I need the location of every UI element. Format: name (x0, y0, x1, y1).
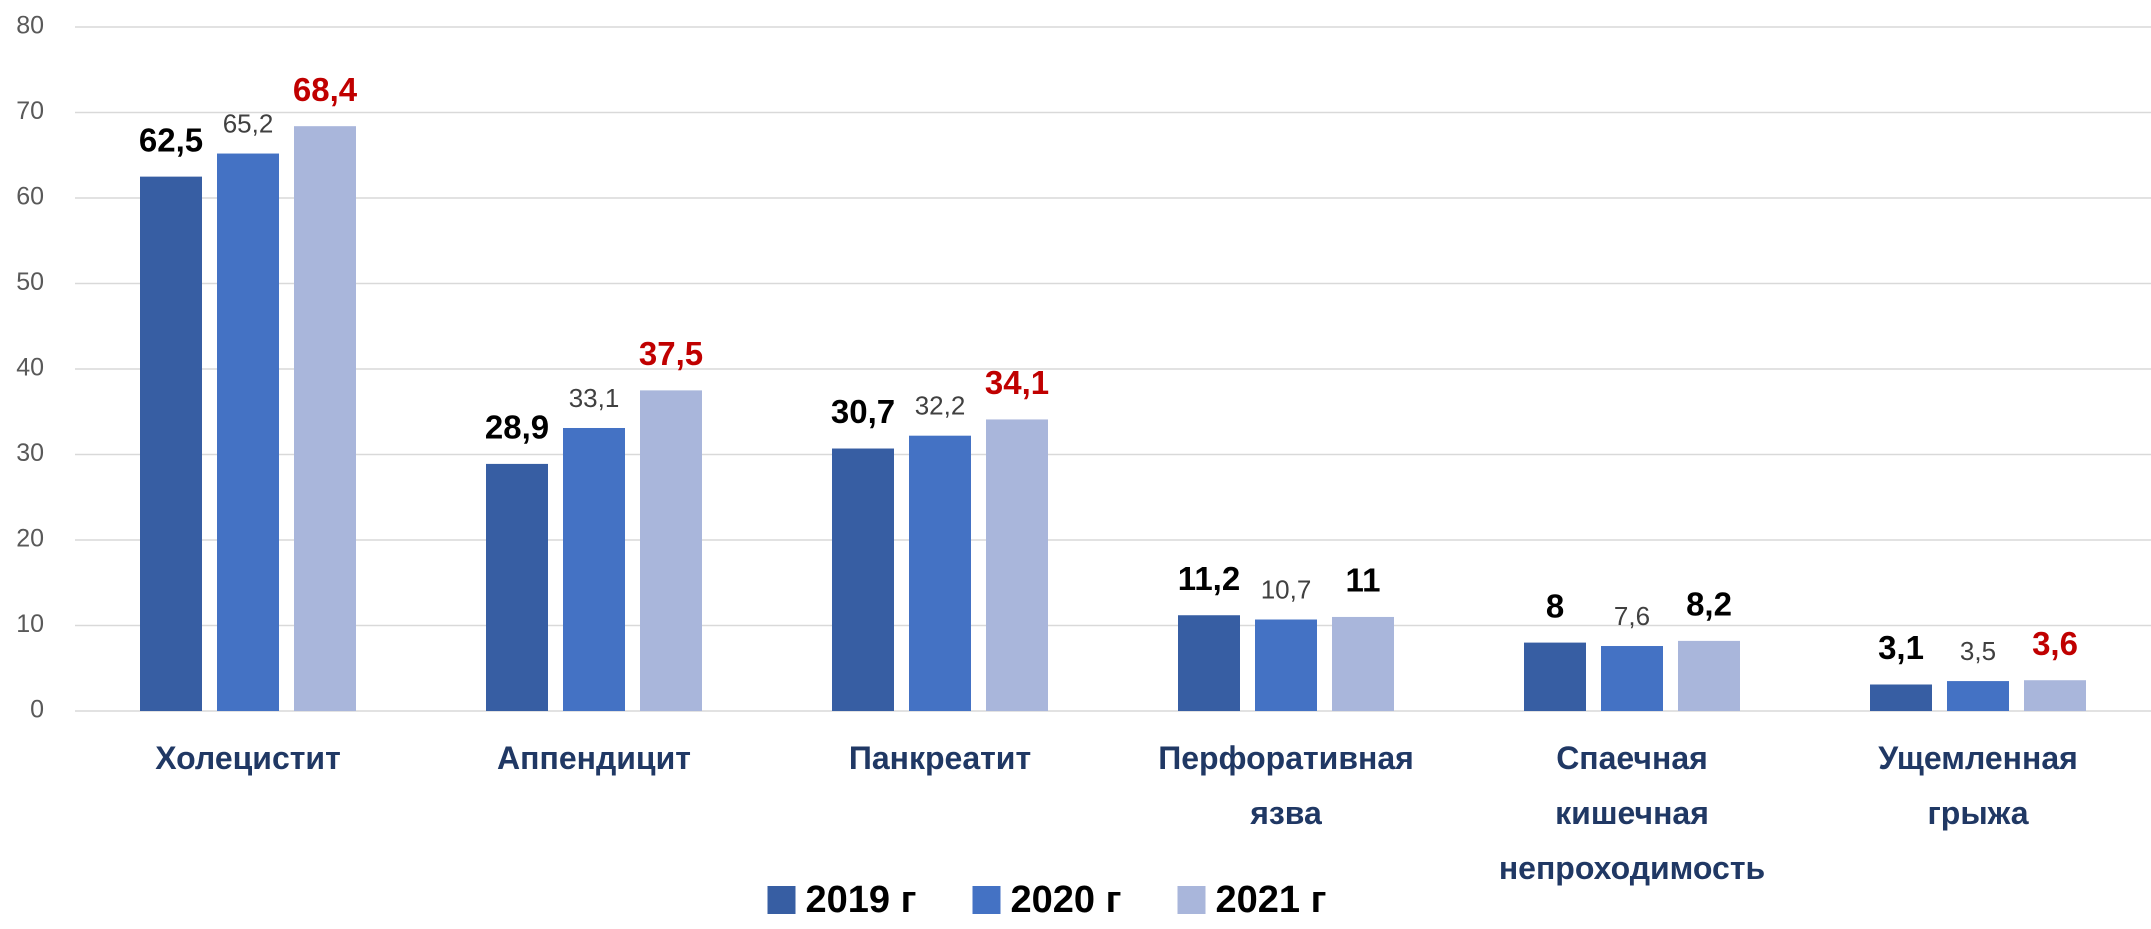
data-label: 3,6 (2032, 625, 2078, 662)
y-tick-label: 20 (16, 525, 44, 553)
y-tick-label: 40 (16, 354, 44, 382)
bar (140, 176, 202, 711)
bar (1870, 684, 1932, 711)
data-label: 28,9 (485, 409, 549, 446)
bar (486, 463, 548, 711)
y-tick-label: 10 (16, 610, 44, 638)
legend-label: 2020 г (1011, 879, 1122, 921)
data-label: 30,7 (831, 393, 895, 430)
legend-swatch (767, 886, 796, 914)
data-label: 3,1 (1878, 629, 1924, 666)
data-label: 11,2 (1178, 560, 1240, 597)
x-tick-label: Панкреатит (848, 740, 1032, 776)
x-tick-label: Ущемленная грыжа (1878, 740, 2078, 831)
x-tick-label: Перфоративная язва (1158, 740, 1414, 831)
x-tick-label: Холецистит (155, 740, 341, 776)
y-tick-label: 0 (30, 696, 44, 724)
data-label: 7,6 (1614, 601, 1650, 631)
bar (986, 419, 1048, 711)
bar (1332, 616, 1394, 711)
data-label: 37,5 (639, 335, 703, 372)
y-tick-label: 80 (16, 12, 44, 40)
y-tick-label: 50 (16, 268, 44, 296)
legend-swatch (1177, 886, 1206, 914)
data-label: 11 (1346, 562, 1381, 599)
bar (909, 435, 971, 711)
data-label: 8,2 (1686, 586, 1732, 623)
y-tick-label: 70 (16, 97, 44, 125)
bar (1255, 619, 1317, 711)
bar (2024, 680, 2086, 711)
data-label: 68,4 (293, 71, 358, 108)
bar (1524, 642, 1586, 711)
y-tick-label: 30 (16, 439, 44, 467)
bar (1178, 615, 1240, 711)
bar (217, 153, 279, 712)
legend-label: 2021 г (1216, 879, 1327, 921)
x-tick-label: Спаечная кишечная непроходимость (1498, 740, 1766, 886)
bar (640, 390, 702, 711)
y-tick-label: 60 (16, 183, 44, 211)
bar (294, 126, 356, 712)
bar (563, 427, 625, 711)
data-label: 33,1 (569, 383, 620, 413)
data-label: 34,1 (985, 364, 1049, 401)
data-label: 8 (1546, 587, 1564, 624)
bar (832, 448, 894, 711)
bar (1947, 681, 2009, 711)
bar (1601, 646, 1663, 711)
legend-label: 2019 г (806, 879, 917, 921)
bar (1678, 640, 1740, 711)
x-tick-label: Аппендицит (497, 740, 691, 776)
data-label: 10,7 (1261, 574, 1312, 604)
data-label: 3,5 (1960, 636, 1996, 666)
data-label: 65,2 (223, 108, 274, 138)
legend-swatch (972, 886, 1001, 914)
data-label: 62,5 (139, 121, 203, 158)
data-label: 32,2 (915, 391, 966, 421)
